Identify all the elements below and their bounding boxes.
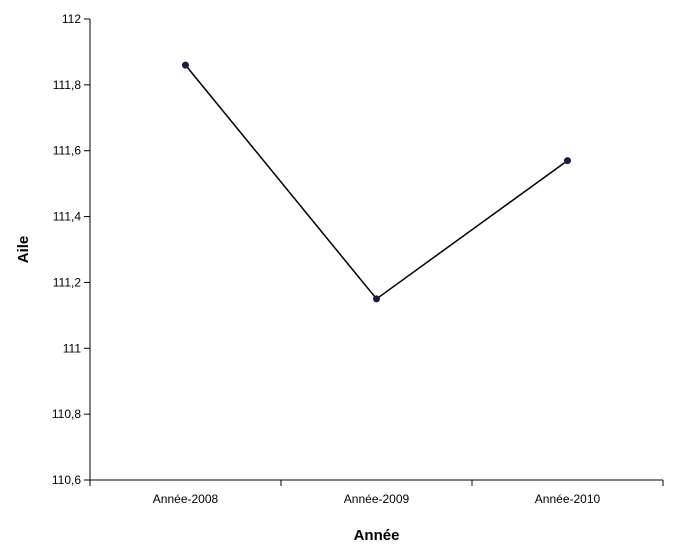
x-tick-label: Année-2010 [535, 492, 601, 506]
x-axis: Année-2008 Année-2009 Année-2010 [89, 479, 664, 506]
data-point [373, 295, 380, 303]
y-axis-title: Aile [15, 236, 32, 264]
x-axis-title: Année [354, 527, 400, 544]
y-tick-label: 112 [62, 12, 81, 26]
y-tick-label: 111,4 [53, 210, 82, 224]
y-tick-label: 111 [63, 341, 82, 355]
series-line [184, 64, 568, 300]
y-tick-label: 110,6 [52, 473, 81, 487]
data-point [564, 157, 571, 165]
x-tick-label: Année-2008 [153, 492, 219, 506]
x-tick-label: Année-2009 [344, 492, 410, 506]
y-tick-label: 111,2 [53, 275, 82, 289]
data-point [182, 61, 189, 69]
y-axis: 110,6 110,8 111 111,2 111,4 111,6 111,8 112 [52, 12, 91, 487]
y-tick-label: 111,6 [53, 144, 82, 158]
series [182, 61, 571, 303]
y-tick-label: 110,8 [52, 407, 81, 421]
y-tick-label: 111,8 [53, 78, 82, 92]
